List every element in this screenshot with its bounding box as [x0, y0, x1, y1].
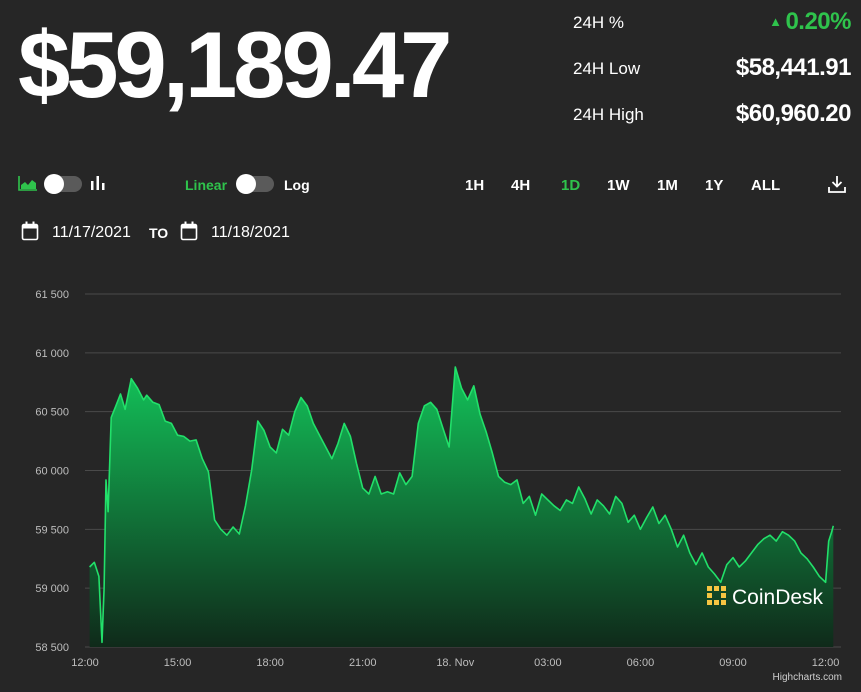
date-to[interactable]: 11/18/2021 — [211, 224, 290, 241]
date-from[interactable]: 11/17/2021 — [52, 224, 131, 241]
x-tick-label: 15:00 — [164, 657, 192, 669]
stat-value-high: $60,960.20 — [735, 100, 852, 127]
stat-value-low: $58,441.91 — [735, 54, 852, 81]
date-to-label: TO — [149, 225, 169, 241]
x-tick-label: 06:00 — [627, 657, 655, 669]
y-tick-label: 58 500 — [35, 642, 69, 654]
x-tick-label: 09:00 — [719, 657, 747, 669]
current-price: $59,189.47 — [18, 12, 452, 117]
coindesk-watermark: CoinDesk — [707, 586, 824, 609]
calendar-to-icon[interactable] — [180, 221, 198, 241]
stat-row-low: 24H Low $58,441.91 — [573, 54, 852, 100]
scale-toggle-knob — [236, 174, 256, 194]
scale-log-label[interactable]: Log — [284, 177, 310, 193]
stat-label-change: 24H % — [573, 13, 625, 32]
y-tick-label: 59 000 — [35, 583, 69, 595]
chart-type-toggle[interactable] — [44, 174, 82, 194]
scale-toggle[interactable] — [236, 174, 274, 194]
stats-panel: 24H % ▲ 0.20% 24H Low $58,441.91 24H High… — [573, 8, 852, 146]
x-tick-label: 21:00 — [349, 657, 377, 669]
coindesk-wordmark: CoinDesk — [732, 586, 824, 609]
x-axis-labels: 12:00 15:00 18:00 21:00 18. Nov 03:00 06:00 09:… — [71, 657, 839, 669]
calendar-from-icon[interactable] — [21, 221, 39, 241]
range-button-1w[interactable]: 1W — [607, 177, 630, 194]
coindesk-logo-icon — [707, 586, 726, 605]
range-button-4h[interactable]: 4H — [511, 177, 531, 194]
x-tick-label: 12:00 — [71, 657, 99, 669]
stat-row-change: 24H % ▲ 0.20% — [573, 8, 851, 54]
stat-row-high: 24H High $60,960.20 — [573, 100, 852, 146]
highcharts-credit[interactable]: Highcharts.com — [773, 672, 842, 683]
y-tick-label: 59 500 — [35, 524, 69, 536]
chart-type-toggle-knob — [44, 174, 64, 194]
y-tick-label: 60 500 — [35, 407, 69, 419]
stat-value-change-text: 0.20% — [785, 8, 851, 35]
stat-label-low: 24H Low — [573, 59, 641, 78]
scale-linear-label[interactable]: Linear — [185, 177, 228, 193]
price-line[interactable] — [89, 366, 835, 644]
range-button-all[interactable]: ALL — [751, 177, 781, 194]
range-button-1m[interactable]: 1M — [657, 177, 678, 194]
area-chart-icon[interactable] — [18, 175, 38, 191]
y-tick-label: 60 000 — [35, 466, 69, 478]
download-icon[interactable] — [827, 174, 847, 194]
range-button-1h[interactable]: 1H — [465, 177, 485, 194]
y-tick-label: 61 500 — [35, 289, 69, 301]
y-axis-labels: 58 500 59 000 59 500 60 000 60 500 61 000 61 5… — [35, 289, 69, 654]
x-tick-label: 12:00 — [812, 657, 840, 669]
bar-chart-icon[interactable] — [90, 175, 106, 191]
y-tick-label: 61 000 — [35, 348, 69, 360]
x-tick-label: 18. Nov — [436, 657, 474, 669]
x-tick-label: 18:00 — [256, 657, 284, 669]
price-area — [89, 367, 834, 647]
stat-value-change: ▲ 0.20% — [769, 8, 851, 36]
range-button-1d[interactable]: 1D — [561, 177, 581, 194]
range-button-1y[interactable]: 1Y — [705, 177, 724, 194]
triangle-up-icon: ▲ — [769, 14, 782, 29]
x-tick-label: 03:00 — [534, 657, 562, 669]
stat-label-high: 24H High — [573, 105, 644, 124]
